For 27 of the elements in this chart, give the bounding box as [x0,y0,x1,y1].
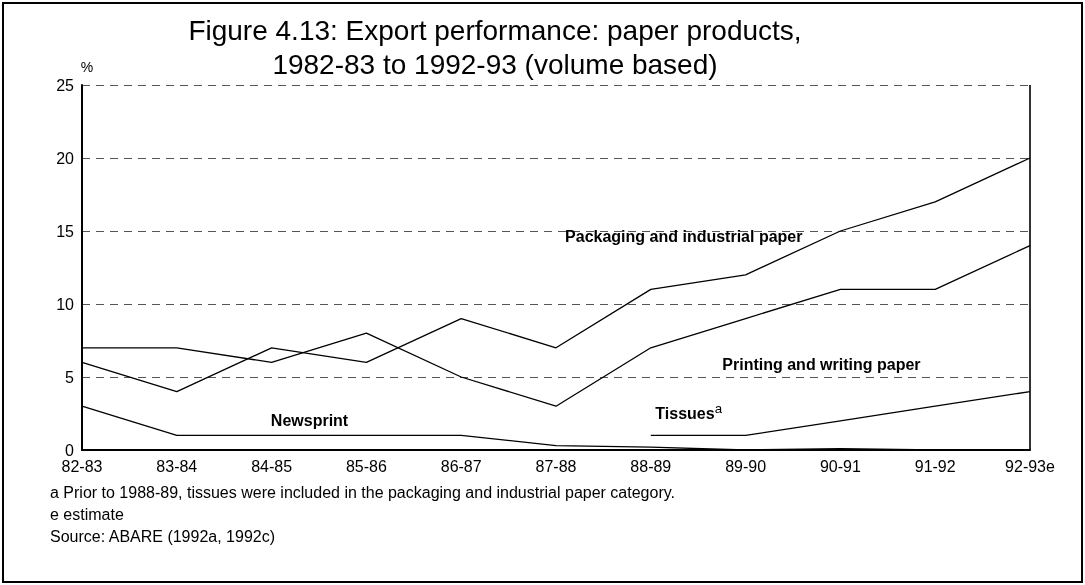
x-tick-label: 85-86 [345,457,387,475]
x-tick-label: 90-91 [819,457,861,475]
chart-title: Figure 4.13: Export performance: paper products, 1982-83 to 1992-93 (volume based) [188,14,802,80]
line-series [650,390,1031,437]
y-tick-label: 0 [65,441,75,459]
series-label: Printing and writing paper [722,356,921,375]
x-tick-label: 83-84 [156,457,198,475]
x-tick-label: 84-85 [251,457,293,475]
series-label: Newsprint [270,411,349,430]
y-tick-label: 15 [56,222,75,240]
y-tick-label: 10 [56,295,75,313]
x-tick-label: 88-89 [630,457,672,475]
x-tick-label: 86-87 [440,457,482,475]
x-tick-label: 87-88 [535,457,577,475]
x-tick-label: 89-90 [725,457,767,475]
y-tick-label: 20 [56,149,75,167]
series-label: Packaging and industrial paper [565,227,803,246]
y-tick-label: 25 [56,76,75,94]
y-tick-label: 5 [65,368,75,386]
x-tick-label: 91-92 [914,457,956,475]
source-note: Source: ABARE (1992a, 1992c) [50,527,276,545]
x-tick-label: 92-93e [1005,457,1056,475]
y-axis-title: % [80,59,94,75]
text: e estimate [50,505,124,523]
text: a Prior to 1988-89, tissues were included in the packaging and industrial paper category. [50,483,675,501]
x-tick-label: 82-83 [61,457,103,475]
series-label: Tissues$^{a}$ [655,400,723,424]
